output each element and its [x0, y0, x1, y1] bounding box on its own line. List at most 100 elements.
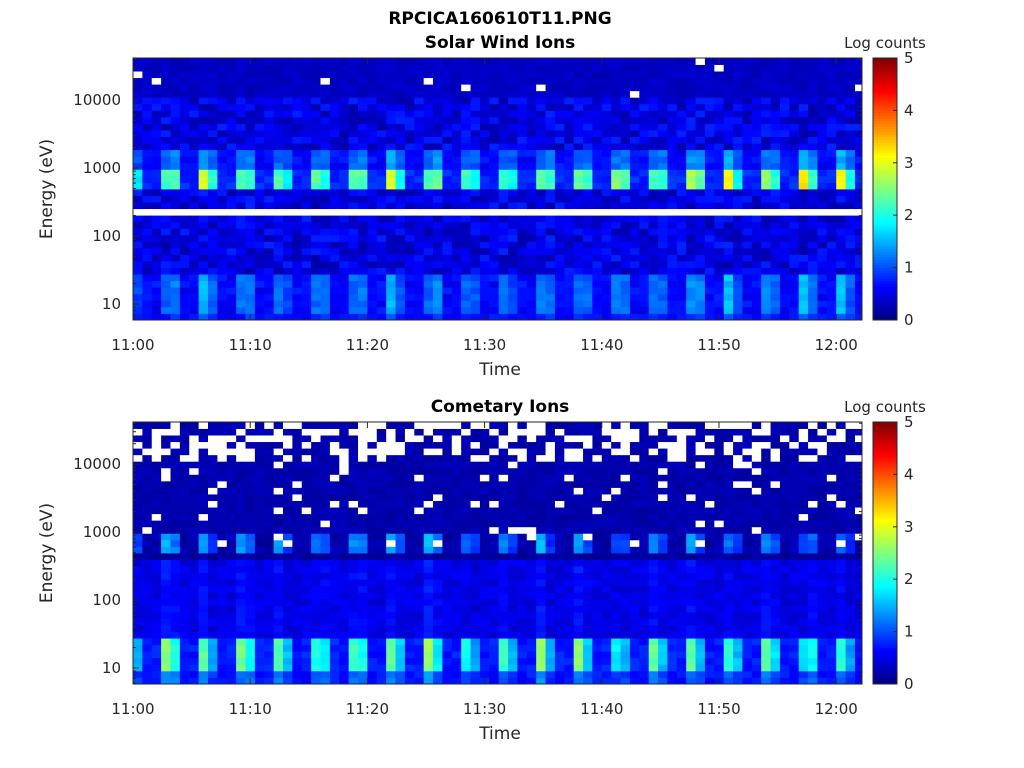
heatmap-cell [151, 143, 162, 151]
heatmap-cell [817, 300, 828, 308]
heatmap-cell [658, 77, 668, 85]
heatmap-cell [508, 143, 518, 151]
heatmap-cell [545, 274, 556, 282]
heatmap-cell [386, 474, 396, 482]
heatmap-cell [404, 520, 415, 528]
heatmap-cell [386, 598, 396, 606]
heatmap-cell [273, 631, 284, 639]
heatmap-cell [451, 71, 462, 79]
heatmap-cell [283, 539, 293, 547]
heatmap-cell [770, 274, 781, 282]
heatmap-cell [311, 143, 321, 151]
heatmap-cell [395, 435, 406, 443]
heatmap-cell [658, 130, 668, 137]
heatmap-cell [395, 58, 406, 65]
heatmap-cell [142, 539, 153, 547]
heatmap-cell [395, 598, 406, 606]
heatmap-cell [348, 215, 359, 223]
heatmap-cell [554, 313, 565, 321]
heatmap-cell [648, 130, 659, 137]
heatmap-cell [423, 611, 434, 619]
heatmap-cell [554, 247, 565, 255]
heatmap-cell [283, 605, 293, 613]
heatmap-cell [292, 677, 303, 685]
heatmap-cell [151, 598, 162, 606]
heatmap-cell [667, 77, 678, 85]
colorbar-swatch [873, 128, 897, 132]
heatmap-cell [611, 313, 621, 321]
heatmap-cell [189, 631, 200, 639]
heatmap-cell [704, 254, 715, 262]
heatmap-cell [236, 579, 246, 587]
heatmap-cell [526, 241, 537, 249]
heatmap-cell [451, 261, 462, 268]
heatmap-cell [254, 454, 265, 462]
heatmap-cell [517, 670, 528, 678]
heatmap-cell [254, 625, 265, 632]
heatmap-cell [254, 631, 265, 639]
heatmap-cell [433, 136, 443, 144]
heatmap-cell [489, 618, 500, 626]
heatmap-cell [836, 103, 846, 111]
heatmap-cell [667, 280, 678, 288]
heatmap-cell [461, 480, 471, 488]
heatmap-cell [236, 677, 246, 685]
heatmap-cell [423, 533, 434, 541]
colorbar-tick-label: 2 [904, 206, 914, 224]
heatmap-cell [770, 116, 781, 124]
heatmap-cell [245, 287, 256, 295]
heatmap-cell [367, 175, 378, 183]
heatmap-cell [723, 110, 734, 118]
heatmap-cell [367, 261, 378, 268]
heatmap-cell [433, 454, 443, 462]
heatmap-cell [620, 175, 631, 183]
heatmap-cell [283, 228, 293, 236]
heatmap-cell [808, 313, 818, 321]
heatmap-cell [658, 274, 668, 282]
heatmap-cell [142, 625, 153, 632]
heatmap-cell [254, 274, 265, 282]
heatmap-cell [629, 241, 640, 249]
heatmap-cell [189, 84, 200, 92]
heatmap-cell [133, 546, 143, 554]
heatmap-cell [798, 71, 809, 79]
heatmap-cell [433, 611, 443, 619]
heatmap-cell [498, 130, 509, 137]
heatmap-cell [358, 254, 368, 262]
heatmap-cell [329, 631, 340, 639]
heatmap-cell [676, 313, 687, 321]
heatmap-cell [423, 539, 434, 547]
heatmap-cell [329, 598, 340, 606]
heatmap-cell [320, 428, 331, 436]
heatmap-cell [451, 84, 462, 92]
heatmap-cell [236, 300, 246, 308]
heatmap-cell [151, 175, 162, 183]
heatmap-cell [376, 149, 387, 157]
heatmap-cell [461, 539, 471, 547]
heatmap-cell [667, 136, 678, 144]
heatmap-cell [320, 169, 331, 177]
nan-row [133, 211, 862, 215]
heatmap-cell [536, 228, 546, 236]
heatmap-cell [170, 247, 181, 255]
heatmap-cell [695, 195, 706, 203]
heatmap-cell [264, 64, 275, 72]
heatmap-cell [386, 103, 396, 111]
heatmap-cell [142, 136, 153, 144]
heatmap-cell [470, 566, 481, 574]
heatmap-cell [742, 280, 753, 288]
heatmap-cell [779, 261, 790, 268]
heatmap-cell [611, 169, 621, 177]
heatmap-cell [423, 507, 434, 515]
heatmap-cell [198, 657, 209, 665]
heatmap-cell [611, 221, 621, 229]
colorbar-swatch [873, 207, 897, 211]
heatmap-cell [508, 664, 518, 672]
heatmap-cell [414, 169, 425, 177]
heatmap-cell [770, 77, 781, 85]
heatmap-cell [695, 64, 706, 72]
heatmap-cell [526, 162, 537, 170]
heatmap-cell [508, 553, 518, 560]
heatmap-cell [179, 585, 190, 593]
heatmap-cell [826, 77, 837, 85]
